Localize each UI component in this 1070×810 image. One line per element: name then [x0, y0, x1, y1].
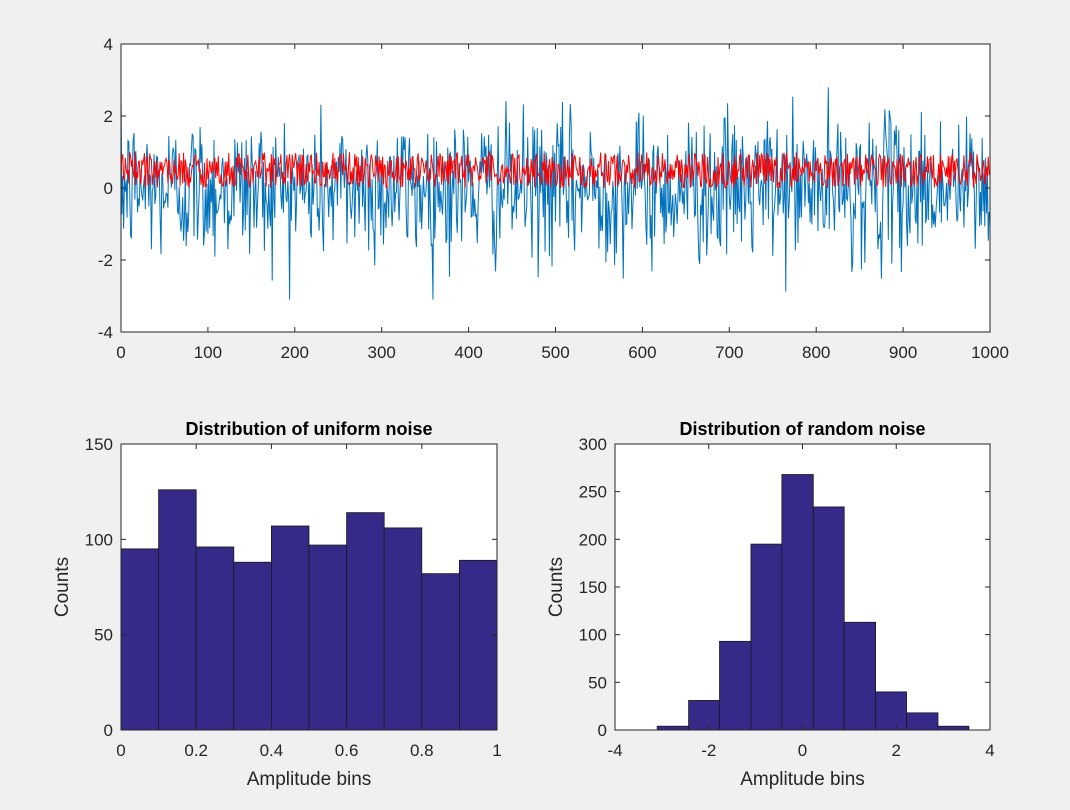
y-tick-label: 100: [579, 626, 607, 645]
y-tick-label: 250: [579, 483, 607, 502]
histogram-bar: [458, 559, 498, 731]
axes-border: [120, 443, 498, 731]
x-tick-label: 900: [889, 343, 917, 362]
y-axis-label: Counts: [52, 557, 73, 617]
y-tick-label: 100: [85, 530, 113, 549]
chart-title: Distribution of random noise: [680, 419, 926, 439]
uniform-noise-histogram: 0 0.2 0.4 0.6 0.8 1 0 50 100 150 Distribution of u…: [52, 419, 502, 790]
x-tick-label: 500: [541, 343, 569, 362]
histogram-bar: [688, 700, 720, 731]
histogram-bar: [421, 573, 460, 731]
histogram-bar: [875, 691, 907, 731]
y-tick-label: 200: [579, 530, 607, 549]
y-tick-label: 150: [579, 578, 607, 597]
x-tick-label: 0.6: [335, 741, 359, 760]
chart-title: Distribution of uniform noise: [186, 419, 433, 439]
histogram-bar: [906, 712, 939, 731]
x-tick-label: 0.8: [410, 741, 434, 760]
y-tick-label: 150: [85, 435, 113, 454]
x-tick-label: 0: [798, 741, 807, 760]
y-tick-label: -2: [98, 251, 113, 270]
y-tick-label: 2: [104, 107, 113, 126]
x-tick-label: -4: [607, 741, 622, 760]
x-tick-label: 0: [116, 741, 125, 760]
x-tick-label: 300: [368, 343, 396, 362]
y-axis-label: Counts: [546, 557, 567, 617]
histogram-bar: [843, 621, 877, 731]
x-tick-label: 2: [892, 741, 901, 760]
histogram-bar: [656, 725, 689, 731]
x-tick-label: 600: [628, 343, 656, 362]
histogram-bar: [195, 546, 235, 731]
histogram-bar: [233, 561, 272, 731]
histogram-bar: [120, 548, 159, 731]
histogram-bar: [346, 512, 385, 731]
y-tick-label: 50: [588, 673, 607, 692]
histogram-bar: [383, 527, 423, 731]
x-tick-label: 100: [194, 343, 222, 362]
y-tick-label: 0: [104, 179, 113, 198]
x-tick-label: 1: [492, 741, 501, 760]
x-tick-label: 400: [454, 343, 482, 362]
x-axis-label: Amplitude bins: [247, 769, 372, 790]
histogram-bar: [719, 640, 752, 731]
histogram-bar: [158, 489, 197, 731]
histogram-bar: [781, 474, 814, 731]
signal-plot: 0 100 200 300 400 500 600 700 800 900 1000 -4 -2 0 2 4: [98, 35, 1009, 362]
x-tick-label: 0.2: [184, 741, 208, 760]
x-tick-label: 700: [715, 343, 743, 362]
histogram-bar: [937, 725, 970, 731]
histogram-bar: [750, 543, 783, 731]
histogram-bar: [812, 506, 845, 731]
x-tick-label: 1000: [971, 343, 1009, 362]
series-line-1: [120, 150, 990, 189]
histogram-bar: [270, 525, 310, 731]
y-tick-label: 0: [104, 721, 113, 740]
x-axis-label: Amplitude bins: [740, 769, 865, 790]
y-tick-label: 4: [104, 35, 113, 54]
x-tick-label: 800: [802, 343, 830, 362]
random-noise-histogram: -4 -2 0 2 4 0 50 100 150 200 250 300 Distribution of…: [546, 419, 995, 790]
y-tick-label: 300: [579, 435, 607, 454]
x-tick-label: 4: [985, 741, 994, 760]
x-tick-label: -2: [701, 741, 716, 760]
x-tick-label: 200: [281, 343, 309, 362]
series-line-0: [120, 87, 990, 300]
y-tick-label: -4: [98, 323, 113, 342]
x-tick-label: 0.4: [260, 741, 284, 760]
y-tick-label: 0: [598, 721, 607, 740]
x-tick-label: 0: [116, 343, 125, 362]
y-tick-label: 50: [94, 626, 113, 645]
histogram-bar: [308, 544, 347, 731]
